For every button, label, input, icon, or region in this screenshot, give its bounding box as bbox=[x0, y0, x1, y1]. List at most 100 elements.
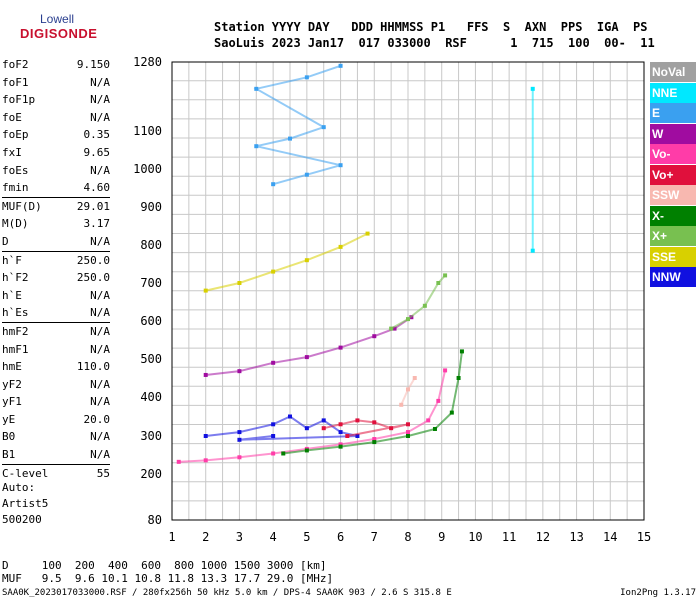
data-point bbox=[530, 248, 535, 253]
param-value: N/A bbox=[90, 93, 110, 107]
data-point bbox=[203, 288, 208, 293]
distance-line: D 100 200 400 600 800 1000 1500 3000 [km… bbox=[2, 559, 327, 572]
param-row: yF1 N/A bbox=[2, 393, 110, 411]
param-name: foEp bbox=[2, 128, 29, 142]
param-row: foF1p N/A bbox=[2, 91, 110, 109]
param-row: foEs N/A bbox=[2, 162, 110, 180]
param-name: B1 bbox=[2, 448, 16, 462]
series-trace-sse bbox=[205, 232, 368, 292]
param-value: 55 bbox=[96, 466, 110, 480]
data-point bbox=[372, 334, 377, 339]
data-point bbox=[321, 125, 326, 130]
auto-version: 500200 bbox=[2, 513, 42, 526]
param-value: 250.0 bbox=[76, 271, 110, 285]
data-point bbox=[392, 326, 397, 331]
data-point bbox=[304, 75, 309, 80]
legend-item-ssw: SSW bbox=[650, 185, 696, 205]
param-value: N/A bbox=[90, 75, 110, 89]
data-point bbox=[345, 434, 350, 438]
data-point bbox=[321, 426, 326, 431]
data-point bbox=[456, 376, 461, 380]
data-point bbox=[372, 440, 377, 445]
param-name: yF2 bbox=[2, 377, 22, 391]
x-tick-label: 8 bbox=[404, 530, 411, 544]
param-name: h`E bbox=[2, 288, 22, 302]
param-value: N/A bbox=[90, 342, 110, 356]
param-name: h`Es bbox=[2, 306, 29, 320]
param-value: N/A bbox=[90, 395, 110, 409]
legend-item-sse: SSE bbox=[650, 246, 696, 267]
y-tick-label: 900 bbox=[140, 200, 162, 214]
data-point bbox=[338, 163, 343, 168]
polarization-legend: NoVal NNE E W Vo- Vo+ SSW X- X+ SSE NNW bbox=[650, 62, 696, 288]
auto-program: Artist5 bbox=[2, 497, 49, 510]
legend-item-e: E bbox=[650, 103, 696, 123]
legend-item-noval: NoVal bbox=[650, 62, 696, 82]
param-separator bbox=[2, 250, 110, 252]
data-point bbox=[399, 402, 404, 407]
param-row: hmF1 N/A bbox=[2, 341, 110, 359]
legend-item-nnw: NNW bbox=[650, 267, 696, 287]
y-tick-label: 600 bbox=[140, 314, 162, 328]
data-point bbox=[365, 231, 370, 236]
data-point bbox=[271, 422, 276, 427]
data-point bbox=[372, 420, 377, 425]
param-row: B1 N/A bbox=[2, 446, 110, 464]
header-labels: Station YYYY DAY DDD HHMMSS P1 FFS S AXN… bbox=[214, 20, 648, 34]
data-point bbox=[288, 414, 292, 419]
data-point bbox=[176, 459, 181, 464]
param-row: yE 20.0 bbox=[2, 411, 110, 429]
param-name: fmin bbox=[2, 181, 29, 195]
data-point bbox=[338, 422, 343, 427]
legend-item-w: W bbox=[650, 123, 696, 144]
data-point bbox=[459, 349, 464, 354]
param-name: C-level bbox=[2, 466, 49, 480]
param-name: M(D) bbox=[2, 217, 29, 231]
param-row: h`F 250.0 bbox=[2, 252, 110, 270]
data-point bbox=[406, 317, 410, 322]
param-name: yF1 bbox=[2, 395, 22, 409]
y-tick-label: 1100 bbox=[133, 124, 162, 138]
param-value: 4.60 bbox=[83, 181, 111, 195]
legend-item-x: X- bbox=[650, 205, 696, 226]
data-point bbox=[449, 410, 454, 415]
series-trace-vo bbox=[178, 370, 447, 463]
param-value: 110.0 bbox=[76, 360, 110, 374]
data-point bbox=[436, 398, 441, 403]
footer-file-info: SAA0K_2023017033000.RSF / 280fx256h 50 k… bbox=[2, 588, 452, 598]
param-row: B0 N/A bbox=[2, 428, 110, 446]
param-row: D N/A bbox=[2, 233, 110, 251]
param-value: N/A bbox=[90, 110, 110, 124]
x-tick-label: 6 bbox=[337, 530, 344, 544]
logo-line1: Lowell bbox=[40, 12, 75, 26]
data-point bbox=[406, 434, 410, 438]
param-value: N/A bbox=[90, 288, 110, 302]
x-tick-label: 9 bbox=[438, 530, 445, 544]
param-value: 20.0 bbox=[83, 412, 111, 426]
param-name: foF1p bbox=[2, 93, 36, 107]
param-separator bbox=[2, 463, 110, 465]
x-tick-label: 7 bbox=[371, 530, 378, 544]
legend-item-x: X+ bbox=[650, 226, 696, 246]
data-point bbox=[338, 345, 343, 350]
x-tick-label: 12 bbox=[536, 530, 550, 544]
data-point bbox=[304, 448, 309, 453]
param-value: 0.35 bbox=[83, 128, 111, 142]
param-name: h`F2 bbox=[2, 271, 29, 285]
data-point bbox=[338, 442, 343, 447]
series-trace-w bbox=[205, 316, 412, 376]
param-name: h`F bbox=[2, 253, 22, 267]
param-value: 9.150 bbox=[76, 58, 110, 71]
param-value: 250.0 bbox=[76, 253, 110, 267]
data-point bbox=[389, 326, 394, 331]
param-row: C-level 55 bbox=[2, 465, 110, 483]
param-name: yE bbox=[2, 412, 16, 426]
param-row: hmF2 N/A bbox=[2, 323, 110, 341]
param-row: h`Es N/A bbox=[2, 304, 110, 322]
param-name: foEs bbox=[2, 163, 29, 177]
y-tick-label: 800 bbox=[140, 238, 162, 252]
data-point bbox=[203, 434, 208, 438]
param-row: h`E N/A bbox=[2, 287, 110, 305]
x-tick-label: 15 bbox=[637, 530, 651, 544]
param-value: 29.01 bbox=[76, 199, 110, 213]
